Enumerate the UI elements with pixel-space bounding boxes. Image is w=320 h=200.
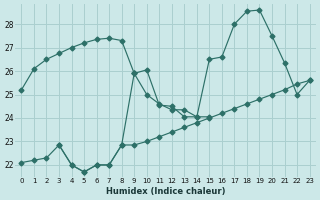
X-axis label: Humidex (Indice chaleur): Humidex (Indice chaleur) — [106, 187, 225, 196]
